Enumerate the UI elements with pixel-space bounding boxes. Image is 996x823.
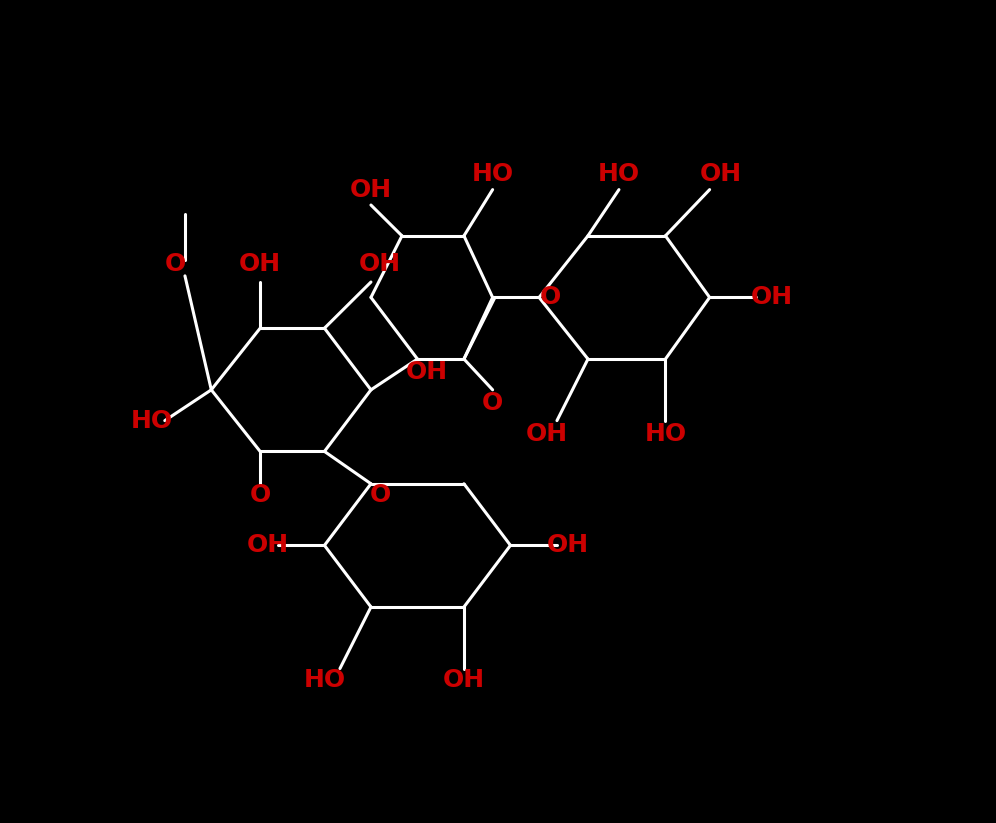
Text: OH: OH	[360, 253, 401, 277]
Text: HO: HO	[304, 668, 346, 692]
Text: HO: HO	[644, 421, 686, 446]
Text: OH: OH	[526, 421, 568, 446]
Text: O: O	[482, 391, 503, 415]
Text: O: O	[164, 253, 185, 277]
Text: O: O	[370, 483, 390, 507]
Text: HO: HO	[598, 162, 640, 186]
Text: HO: HO	[471, 162, 514, 186]
Text: OH: OH	[247, 533, 289, 557]
Text: OH: OH	[405, 360, 448, 384]
Text: OH: OH	[443, 668, 485, 692]
Text: O: O	[540, 286, 562, 309]
Text: O: O	[250, 483, 271, 507]
Text: OH: OH	[700, 162, 742, 186]
Text: OH: OH	[751, 286, 793, 309]
Text: OH: OH	[239, 253, 281, 277]
Text: HO: HO	[130, 409, 172, 433]
Text: OH: OH	[350, 178, 392, 202]
Text: OH: OH	[547, 533, 589, 557]
